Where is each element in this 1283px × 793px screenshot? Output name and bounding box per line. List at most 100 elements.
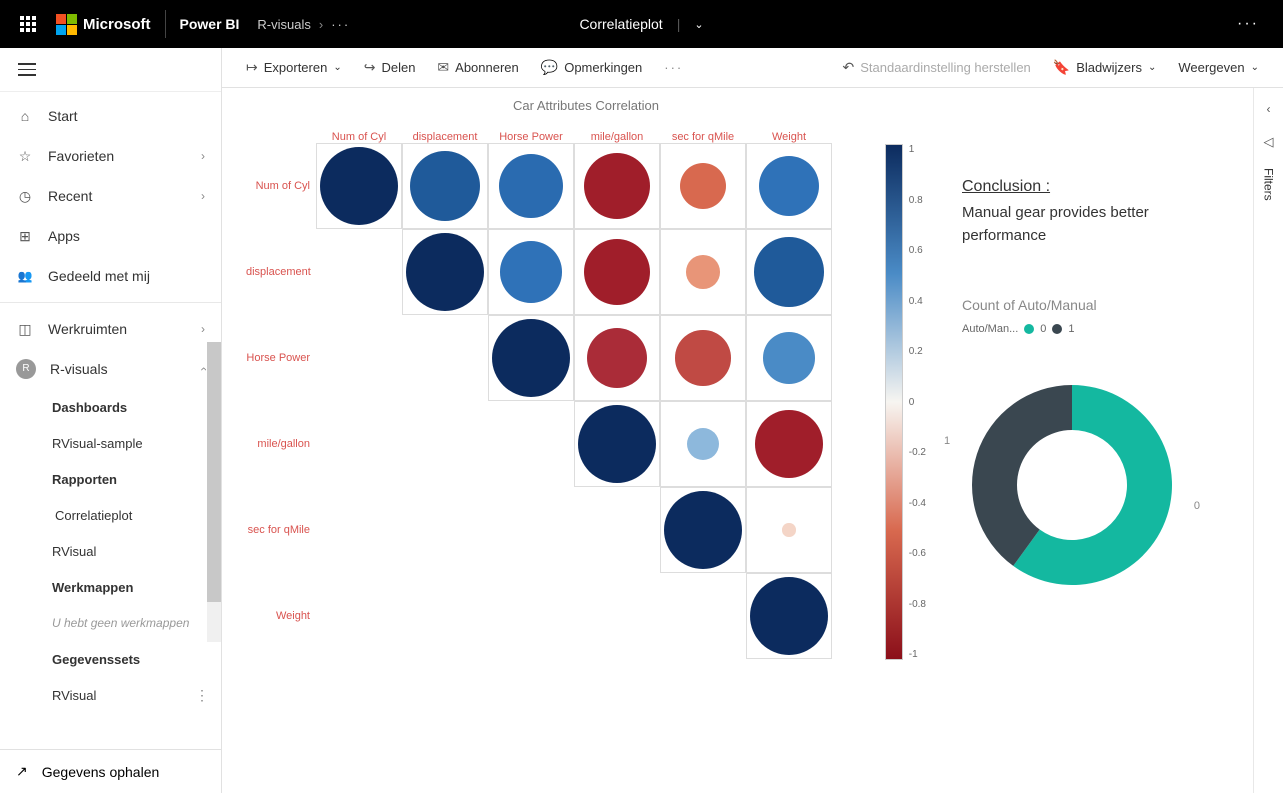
breadcrumb-workspace[interactable]: R-visuals bbox=[257, 17, 310, 32]
bookmarks-button[interactable]: 🔖 Bladwijzers ⌄ bbox=[1045, 55, 1165, 80]
microsoft-squares-icon bbox=[56, 14, 77, 35]
corr-cell bbox=[488, 573, 574, 659]
corr-row-label: displacement bbox=[246, 266, 316, 278]
corr-circle bbox=[755, 410, 823, 478]
filters-expand-button[interactable]: ‹ bbox=[1267, 102, 1271, 116]
microsoft-text: Microsoft bbox=[83, 16, 151, 33]
nav-item-current-workspace[interactable]: R R-visuals › bbox=[0, 349, 221, 389]
donut-chart-title: Count of Auto/Manual bbox=[962, 297, 1222, 313]
comments-button[interactable]: 💬 Opmerkingen bbox=[533, 55, 650, 80]
corr-cell bbox=[746, 487, 832, 573]
legend-items: 01 bbox=[1024, 323, 1074, 335]
chevron-right-icon: › bbox=[319, 17, 323, 32]
report-toolbar: ↦ Exporteren ⌄ ↪ Delen ✉ Abonneren 💬 Opm… bbox=[222, 48, 1283, 88]
corr-cell bbox=[316, 573, 402, 659]
subscribe-label: Abonneren bbox=[455, 60, 519, 75]
corr-cell bbox=[660, 315, 746, 401]
corr-cell bbox=[316, 229, 402, 315]
breadcrumb: R-visuals › ··· bbox=[257, 17, 350, 32]
filters-label[interactable]: Filters bbox=[1262, 168, 1276, 201]
corr-row-label: Weight bbox=[246, 610, 316, 622]
header-divider bbox=[165, 10, 166, 38]
nav-scrollbar[interactable] bbox=[207, 342, 221, 642]
reset-button[interactable]: ↶ Standaardinstelling herstellen bbox=[834, 55, 1038, 80]
colorbar-tick: -0.8 bbox=[909, 599, 926, 610]
header-more-button[interactable]: ··· bbox=[1237, 15, 1275, 33]
donut-chart-visual[interactable]: 0 1 bbox=[962, 375, 1182, 595]
content-area: ↦ Exporteren ⌄ ↪ Delen ✉ Abonneren 💬 Opm… bbox=[222, 48, 1283, 793]
donut-label-0: 0 bbox=[1194, 500, 1200, 512]
export-button[interactable]: ↦ Exporteren ⌄ bbox=[238, 55, 350, 80]
bookmarks-label: Bladwijzers bbox=[1076, 60, 1142, 75]
nav-item-workspaces[interactable]: ◫ Werkruimten › bbox=[0, 309, 221, 349]
app-launcher-button[interactable] bbox=[8, 0, 48, 48]
nav-item-start[interactable]: ⌂ Start bbox=[0, 96, 221, 136]
corr-circle bbox=[406, 233, 484, 311]
corr-cell bbox=[402, 573, 488, 659]
nav-sub-rvisual-sample[interactable]: RVisual-sample bbox=[0, 425, 221, 461]
corr-header-cell: sec for qMile bbox=[660, 131, 746, 143]
nav-item-favorites[interactable]: ☆ Favorieten › bbox=[0, 136, 221, 176]
nav-sub-rvisual[interactable]: RVisual bbox=[0, 533, 221, 569]
dataset-more-icon[interactable]: ⋮ bbox=[195, 687, 209, 704]
breadcrumb-more-icon[interactable]: ··· bbox=[331, 17, 350, 32]
corr-circle bbox=[584, 239, 650, 305]
toolbar-more-button[interactable]: ··· bbox=[656, 56, 691, 79]
nav-sub-rvisual-dataset[interactable]: RVisual ⋮ bbox=[0, 677, 221, 713]
corr-row-label: Horse Power bbox=[246, 352, 316, 364]
corr-circle bbox=[680, 163, 726, 209]
colorbar-gradient bbox=[885, 144, 903, 660]
nav-item-apps[interactable]: ⊞ Apps bbox=[0, 216, 221, 256]
bookmark-icon: 🔖 bbox=[1053, 59, 1070, 76]
corr-cell bbox=[316, 401, 402, 487]
reset-label: Standaardinstelling herstellen bbox=[860, 60, 1031, 75]
nav-label-start: Start bbox=[48, 108, 78, 124]
corr-circle bbox=[763, 332, 814, 383]
corr-row: mile/gallon bbox=[246, 401, 926, 487]
page-dropdown-icon[interactable]: ⌄ bbox=[694, 18, 703, 31]
corr-circle bbox=[587, 328, 648, 389]
corr-cell bbox=[316, 315, 402, 401]
scrollbar-thumb[interactable] bbox=[207, 342, 221, 602]
corr-cell bbox=[402, 487, 488, 573]
colorbar-tick: -1 bbox=[909, 649, 926, 660]
colorbar-tick: -0.6 bbox=[909, 548, 926, 559]
chevron-right-icon: › bbox=[201, 149, 205, 163]
subscribe-button[interactable]: ✉ Abonneren bbox=[429, 55, 526, 80]
colorbar-tick: 1 bbox=[909, 144, 926, 155]
mail-icon: ✉ bbox=[437, 59, 449, 76]
corr-cell bbox=[316, 143, 402, 229]
view-button[interactable]: Weergeven ⌄ bbox=[1170, 56, 1267, 79]
share-button[interactable]: ↪ Delen bbox=[356, 55, 424, 80]
corr-header-cell: displacement bbox=[402, 131, 488, 143]
filters-toggle-icon[interactable]: ◁ bbox=[1264, 134, 1274, 150]
nav-heading-datasets[interactable]: Gegevenssets bbox=[0, 641, 221, 677]
corr-circle bbox=[410, 151, 480, 221]
nav-get-data-label: Gegevens ophalen bbox=[42, 764, 160, 780]
nav-get-data[interactable]: ↗ Gegevens ophalen bbox=[0, 749, 221, 793]
corr-cell bbox=[660, 401, 746, 487]
nav-heading-dashboards[interactable]: Dashboards bbox=[0, 389, 221, 425]
nav-item-shared[interactable]: 👥 Gedeeld met mij bbox=[0, 256, 221, 296]
nav-label-current-ws: R-visuals bbox=[50, 361, 108, 377]
corr-row: Horse Power bbox=[246, 315, 926, 401]
correlation-plot-visual[interactable]: Car Attributes Correlation Num of Cyldis… bbox=[246, 98, 926, 659]
get-data-icon: ↗ bbox=[16, 763, 28, 780]
corr-cell bbox=[402, 143, 488, 229]
apps-icon: ⊞ bbox=[16, 228, 34, 245]
colorbar-tick: -0.2 bbox=[909, 447, 926, 458]
product-name[interactable]: Power BI bbox=[180, 16, 240, 32]
corr-row-label: sec for qMile bbox=[246, 524, 316, 536]
colorbar-tick: 0.2 bbox=[909, 346, 926, 357]
nav-item-recent[interactable]: ◷ Recent › bbox=[0, 176, 221, 216]
nav-sub-correlatieplot[interactable]: Correlatieplot bbox=[0, 497, 221, 533]
corr-cell bbox=[660, 143, 746, 229]
legend-swatch bbox=[1024, 324, 1034, 334]
nav-sub-rvisual-dataset-label: RVisual bbox=[52, 688, 96, 703]
nav-heading-reports[interactable]: Rapporten bbox=[0, 461, 221, 497]
waffle-icon bbox=[20, 16, 36, 32]
chevron-down-icon: ⌄ bbox=[333, 62, 341, 73]
corr-circle bbox=[675, 330, 730, 385]
nav-collapse-button[interactable] bbox=[0, 48, 221, 92]
nav-heading-workbooks[interactable]: Werkmappen bbox=[0, 569, 221, 605]
